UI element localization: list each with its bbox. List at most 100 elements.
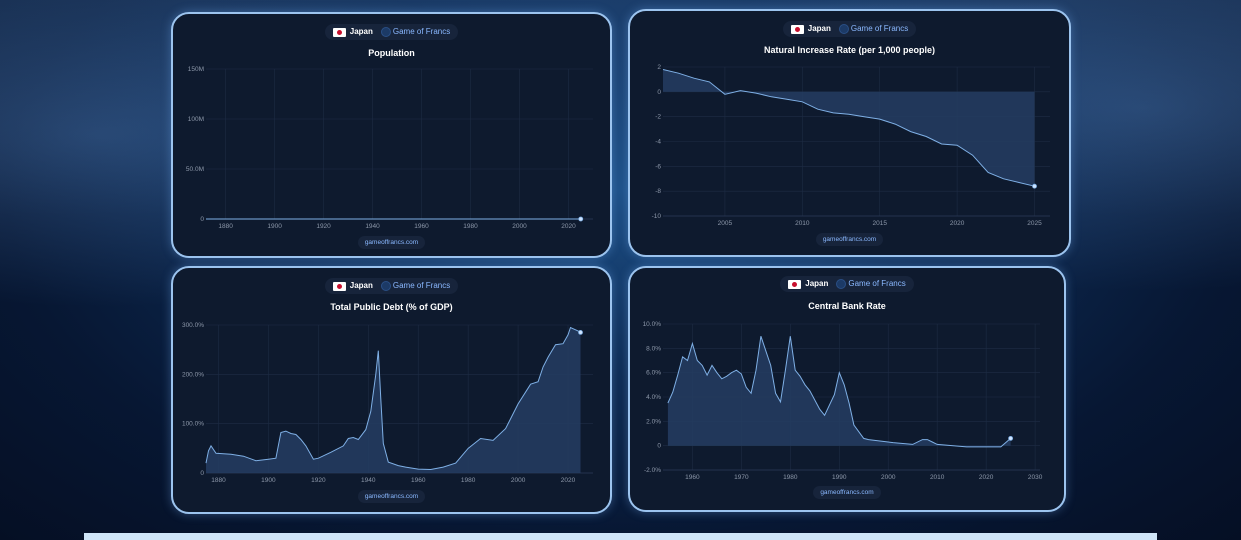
- card-footer: gameoffrancs.com: [630, 233, 1069, 246]
- y-tick-label: 2.0%: [646, 418, 661, 425]
- latest-value-point: [1008, 435, 1014, 441]
- y-tick-label: 4.0%: [646, 394, 661, 401]
- population-chart: 0 50.0M 100M 150M 1880 1900 1920 1940 1960 1980 20…: [186, 66, 593, 230]
- country-label: Japan: [349, 281, 373, 291]
- x-tick-label: 1900: [261, 477, 276, 484]
- site-link[interactable]: Game of Francs: [380, 281, 451, 291]
- country-selector[interactable]: Japan: [332, 281, 373, 291]
- chart-title: Natural Increase Rate (per 1,000 people): [763, 45, 936, 55]
- x-tick-label: 1960: [411, 477, 426, 484]
- x-tick-label: 2020: [561, 223, 576, 230]
- y-tick-label: 10.0%: [643, 321, 662, 328]
- x-tick-label: 1920: [311, 477, 326, 484]
- series-area: [206, 327, 581, 473]
- country-selector[interactable]: Japan: [790, 24, 831, 34]
- x-tick-label: 1880: [211, 477, 226, 484]
- source-link[interactable]: gameoffrancs.com: [357, 236, 426, 249]
- x-tick-label: 2030: [1028, 474, 1043, 481]
- japan-flag-icon: [332, 27, 346, 37]
- chart-title: Total Public Debt (% of GDP): [330, 302, 453, 312]
- site-logo-icon: [380, 27, 391, 37]
- x-tick-label: 1970: [734, 474, 749, 481]
- card-footer: gameoffrancs.com: [173, 490, 610, 503]
- y-tick-label: -8: [655, 188, 661, 195]
- x-tick-label: 2005: [718, 220, 733, 227]
- card-header: Japan Game of Francs: [173, 278, 610, 294]
- site-link[interactable]: Game of Francs: [838, 24, 909, 34]
- latest-value-point: [1032, 183, 1037, 189]
- x-tick-label: 2000: [512, 223, 527, 230]
- card-header: Japan Game of Francs: [630, 276, 1064, 292]
- x-tick-label: 2010: [930, 474, 945, 481]
- site-link[interactable]: Game of Francs: [836, 279, 906, 289]
- x-tick-label: 1980: [461, 477, 476, 484]
- latest-value-point: [578, 330, 583, 335]
- site-label: Game of Francs: [392, 281, 451, 291]
- natural-increase-chart: -10 -8 -6 -4 -2 0 2 2005 2010 2015 2020 2025: [652, 64, 1050, 227]
- site-label: Game of Francs: [392, 27, 451, 37]
- x-tick-label: 1960: [685, 474, 700, 481]
- y-tick-label: -10: [652, 213, 662, 220]
- y-tick-label: 6.0%: [646, 370, 661, 377]
- x-tick-label: 1980: [463, 223, 478, 230]
- x-tick-label: 1980: [783, 474, 798, 481]
- central-bank-rate-chart: -2.0% 0 2.0% 4.0% 6.0% 8.0% 10.0% 1960 1970 1980 1…: [643, 321, 1043, 481]
- card-header: Japan Game of Francs: [173, 24, 610, 40]
- y-tick-label: 200.0%: [182, 371, 204, 378]
- x-tick-label: 2000: [881, 474, 896, 481]
- series-line: [205, 326, 581, 471]
- y-tick-label: 0: [657, 443, 661, 450]
- card-footer: gameoffrancs.com: [173, 236, 610, 249]
- y-tick-label: 0: [200, 470, 204, 477]
- country-label: Japan: [805, 279, 829, 289]
- x-tick-label: 2000: [511, 477, 526, 484]
- public-debt-chart-card: Japan Game of Francs Total Public Debt (…: [171, 266, 612, 514]
- x-tick-label: 2020: [561, 477, 576, 484]
- country-selector[interactable]: Japan: [332, 27, 373, 37]
- y-tick-label: 50.0M: [186, 166, 204, 173]
- source-link[interactable]: gameoffrancs.com: [357, 490, 426, 503]
- country-label: Japan: [807, 24, 831, 34]
- site-label: Game of Francs: [850, 24, 909, 34]
- y-tick-label: -2.0%: [644, 467, 661, 474]
- site-label: Game of Francs: [848, 279, 906, 289]
- x-tick-label: 2020: [979, 474, 994, 481]
- chart-title: Central Bank Rate: [808, 301, 886, 311]
- site-link[interactable]: Game of Francs: [380, 27, 451, 37]
- y-tick-label: 0: [657, 89, 661, 96]
- latest-value-point: [578, 216, 584, 222]
- bottom-banner: [84, 533, 1157, 540]
- series-area: [663, 69, 1035, 187]
- y-tick-label: 8.0%: [646, 345, 661, 352]
- y-tick-label: -4: [655, 139, 661, 146]
- y-tick-label: 100.0%: [182, 421, 204, 428]
- x-tick-label: 1900: [267, 223, 282, 230]
- x-tick-label: 2025: [1027, 220, 1042, 227]
- y-tick-label: 0: [200, 216, 204, 223]
- y-tick-label: -2: [655, 114, 661, 121]
- japan-flag-icon: [788, 279, 802, 289]
- site-logo-icon: [836, 279, 847, 289]
- card-footer: gameoffrancs.com: [630, 486, 1064, 499]
- series-line: [662, 69, 1035, 187]
- country-label: Japan: [349, 27, 373, 37]
- y-tick-label: 2: [657, 64, 661, 71]
- x-tick-label: 1920: [316, 223, 331, 230]
- x-tick-label: 1940: [361, 477, 376, 484]
- series-line: [667, 336, 1011, 448]
- source-link[interactable]: gameoffrancs.com: [815, 233, 884, 246]
- public-debt-chart: 0 100.0% 200.0% 300.0% 1880 1900 1920 1940 1960 1…: [182, 322, 593, 484]
- x-tick-label: 1940: [365, 223, 380, 230]
- site-logo-icon: [380, 281, 391, 291]
- site-logo-icon: [838, 24, 849, 34]
- country-selector[interactable]: Japan: [788, 279, 829, 289]
- natural-increase-chart-card: Japan Game of Francs Natural Increase Ra…: [628, 9, 1071, 257]
- x-tick-label: 1880: [218, 223, 233, 230]
- y-tick-label: -6: [655, 163, 661, 170]
- source-link[interactable]: gameoffrancs.com: [813, 486, 881, 499]
- y-tick-label: 100M: [188, 116, 204, 123]
- x-tick-label: 1960: [414, 223, 429, 230]
- japan-flag-icon: [790, 24, 804, 34]
- x-tick-label: 1990: [832, 474, 847, 481]
- chart-title: Population: [368, 48, 415, 58]
